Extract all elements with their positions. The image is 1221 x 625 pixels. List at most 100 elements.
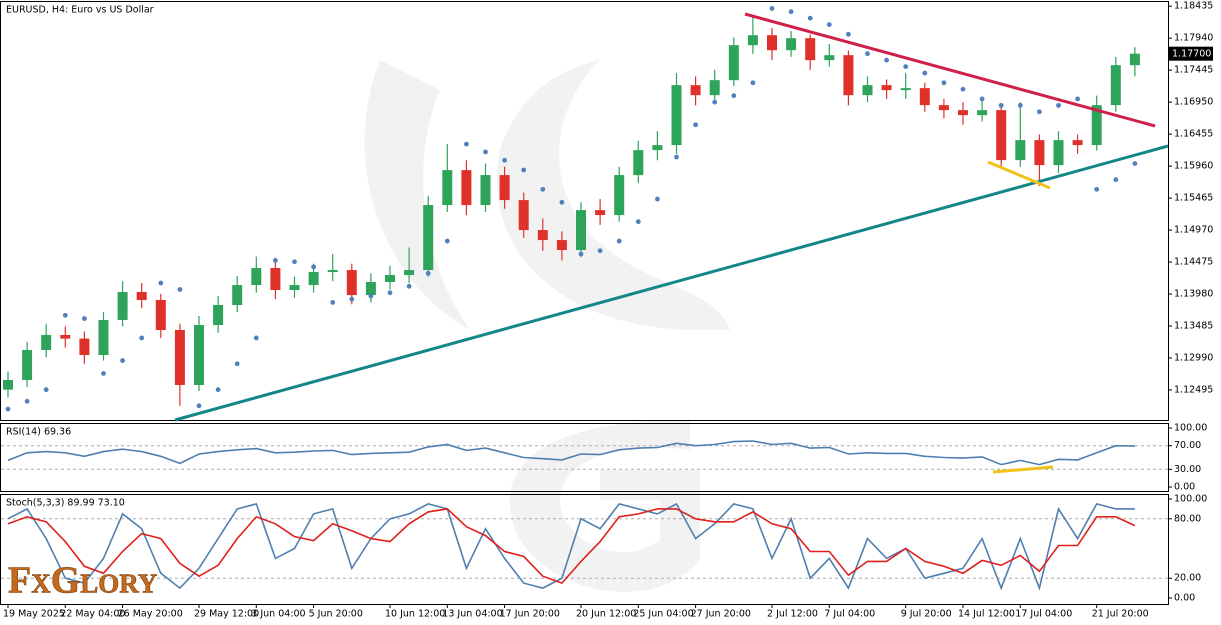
candle-body	[480, 175, 491, 206]
candle-body	[767, 35, 777, 51]
y-tick-label: 1.12495	[1174, 384, 1213, 395]
x-tick-label: 27 Jun 20:00	[691, 609, 751, 620]
sar-dot	[444, 238, 450, 244]
sar-dot	[139, 335, 145, 341]
candle-body	[232, 285, 243, 306]
sar-dot	[177, 287, 183, 292]
sar-dot	[960, 86, 966, 92]
sar-dot	[273, 258, 278, 263]
sar-dot	[941, 80, 947, 86]
y-tick-label: 1.15960	[1174, 161, 1213, 172]
candle-body	[919, 88, 930, 106]
y-tick-label: 1.12990	[1174, 352, 1213, 363]
candle-body	[556, 240, 567, 251]
candle-body	[633, 150, 644, 176]
sar-dot	[826, 22, 832, 28]
candle-body	[404, 270, 415, 276]
candle-body	[977, 110, 988, 116]
sar-dot	[865, 51, 870, 57]
sar-dot	[788, 9, 794, 15]
x-tick-label: 25 Jun 04:00	[633, 609, 693, 620]
sar-dot	[578, 251, 584, 257]
y-tick-label: 100.00	[1174, 494, 1207, 505]
sar-dot	[158, 280, 164, 286]
sar-dot	[253, 335, 259, 341]
candle-body	[1034, 140, 1045, 166]
sar-dot	[101, 371, 106, 376]
stoch-pane	[0, 494, 1169, 605]
sar-dot	[903, 64, 909, 70]
x-tick-label: 3 Jun 04:00	[251, 609, 305, 620]
y-tick-label: 70.00	[1174, 440, 1201, 451]
sar-dot	[387, 290, 393, 296]
x-tick-label: 7 Jul 04:00	[824, 609, 875, 620]
sar-dot	[693, 122, 698, 128]
brand-logo: FxGlory	[8, 560, 157, 602]
y-tick-label: 1.16455	[1174, 129, 1213, 140]
candle-body	[136, 292, 147, 301]
sar-dot	[62, 312, 68, 318]
candle-body	[576, 210, 586, 251]
sar-dot	[884, 57, 889, 63]
sar-dot	[43, 387, 49, 393]
y-tick-label: 1.14475	[1174, 257, 1213, 268]
candle-body	[824, 55, 835, 61]
candle-body	[1129, 53, 1140, 66]
candle-body	[786, 38, 797, 51]
sar-dot	[1132, 161, 1138, 166]
candle-body	[652, 145, 663, 151]
candle-body	[289, 285, 300, 291]
candle-body	[614, 175, 625, 216]
x-tick-label: 22 May 04:00	[60, 609, 125, 620]
x-tick-label: 2 Jul 12:00	[767, 609, 818, 620]
x-tick-label: 21 Jul 20:00	[1092, 609, 1149, 620]
stoch-title: Stoch(5,3,3) 89.99 73.10	[6, 498, 125, 509]
resistance-trendline	[744, 12, 1156, 128]
sar-dot	[483, 149, 488, 155]
candle-body	[79, 338, 90, 356]
sar-dot	[82, 316, 87, 321]
candle-body	[938, 105, 949, 111]
sar-dot	[769, 6, 775, 11]
candle-body	[41, 334, 52, 350]
sar-dot	[674, 154, 679, 160]
y-tick-label: 1.16950	[1174, 97, 1213, 108]
candle-body	[60, 334, 71, 339]
candle-body	[174, 330, 185, 385]
x-tick-label: 19 May 2025	[3, 609, 65, 620]
sar-dot	[597, 248, 603, 254]
candle-body	[346, 270, 357, 296]
y-tick-label: 1.18435	[1174, 1, 1213, 12]
candle-body	[1015, 140, 1026, 161]
sar-dot	[292, 259, 297, 265]
candle-body	[385, 275, 395, 283]
y-tick-label: 0.00	[1174, 482, 1195, 493]
x-tick-label: 13 Jun 04:00	[442, 609, 502, 620]
candle-body	[862, 85, 873, 96]
sar-dot	[635, 219, 641, 225]
main-pane	[0, 1, 1169, 421]
y-tick-label: 1.17940	[1174, 33, 1213, 44]
x-tick-label: 17 Jun 20:00	[500, 609, 560, 620]
sar-dot	[712, 99, 718, 105]
candle-body	[365, 282, 376, 296]
sar-dot	[846, 31, 851, 37]
x-tick-label: 5 Jun 20:00	[309, 609, 363, 620]
support-trendline	[174, 144, 1169, 422]
sar-dot	[922, 70, 928, 76]
candle-body	[213, 305, 224, 326]
y-tick-label: 80.00	[1174, 513, 1201, 524]
candle-body	[518, 200, 529, 231]
watermark	[364, 60, 730, 593]
candle-body	[671, 85, 682, 146]
candle-body	[442, 170, 453, 206]
sar-dot	[1113, 177, 1119, 183]
indicator-line	[7, 508, 1136, 585]
sar-dot	[215, 387, 221, 393]
sar-dot	[731, 93, 737, 99]
sar-dot	[1056, 102, 1061, 108]
divergence-line-rsi	[992, 465, 1054, 474]
y-tick-label: 20.00	[1174, 573, 1201, 584]
